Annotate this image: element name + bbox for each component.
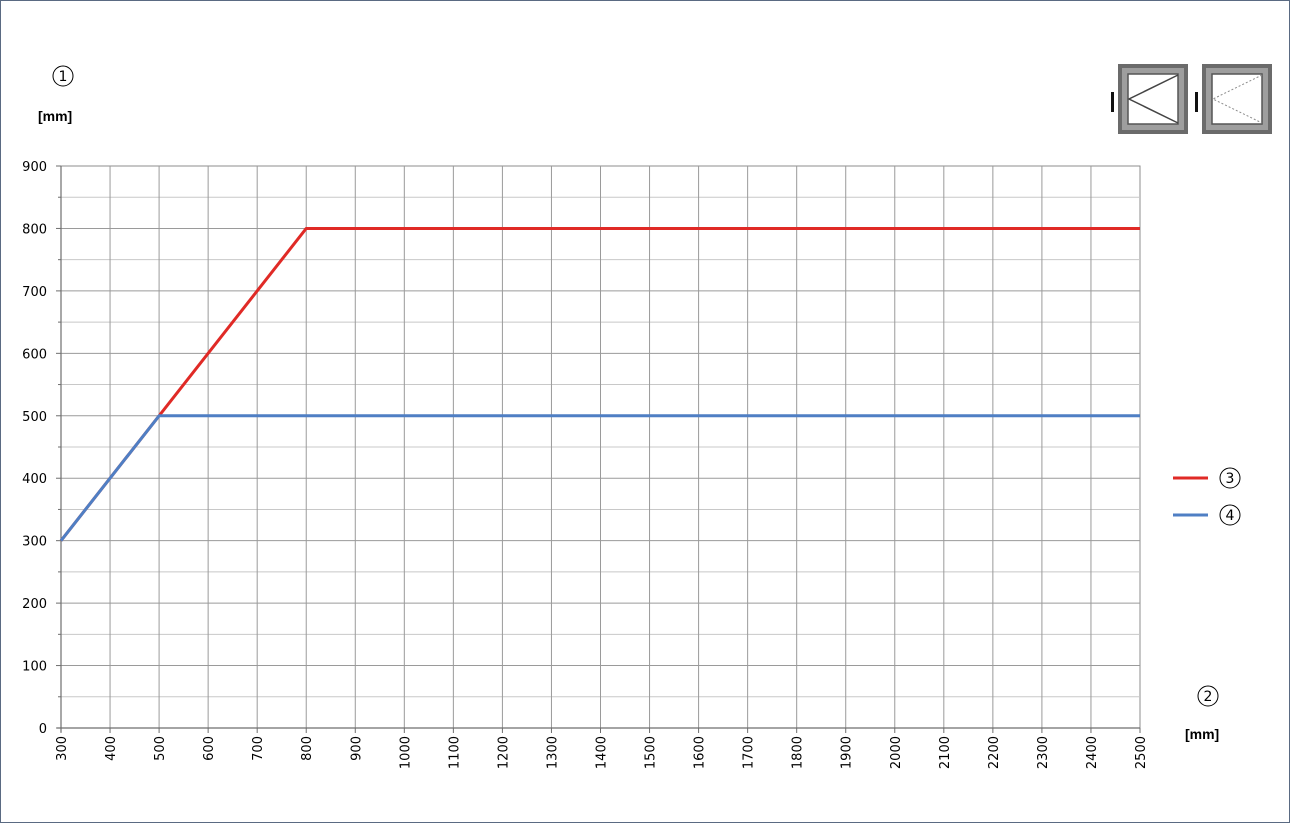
- legend-marker-text: 3: [1226, 471, 1235, 487]
- x-tick-label: 1600: [693, 736, 708, 769]
- y-axis-unit: [mm]: [38, 108, 72, 124]
- x-tick-label: 700: [251, 736, 266, 761]
- x-tick-label: 900: [349, 736, 364, 761]
- y-tick-label: 300: [22, 535, 47, 550]
- y-tick-label: 800: [22, 222, 47, 237]
- y-tick-label: 100: [22, 660, 47, 675]
- window-tilt-turn-right-dashed-icon: [1195, 64, 1272, 134]
- x-tick-label: 1700: [742, 736, 757, 769]
- x-axis-marker-text: 2: [1204, 689, 1213, 705]
- x-tick-label: 600: [202, 736, 217, 761]
- window-tilt-turn-left-icon: [1111, 64, 1188, 134]
- y-tick-label: 500: [22, 410, 47, 425]
- x-tick-label: 1100: [447, 736, 462, 769]
- y-tick-labels: 0 100 200 300 400 500 600 700 800 900: [22, 160, 47, 737]
- x-axis-marker: 2: [1197, 685, 1219, 707]
- x-tick-label: 2500: [1134, 736, 1149, 769]
- y-tick-label: 900: [22, 160, 47, 175]
- x-tick-label: 800: [300, 736, 315, 761]
- y-axis-marker: 1: [52, 65, 74, 87]
- series-line-4: [59, 414, 1140, 542]
- x-tick-label: 2000: [889, 736, 904, 769]
- x-tick-label: 1800: [791, 736, 806, 769]
- x-tick-label: 500: [153, 736, 168, 761]
- legend: 34: [1173, 467, 1241, 526]
- x-tick-label: 2200: [987, 736, 1002, 769]
- x-tick-label: 2400: [1085, 736, 1100, 769]
- x-tick-labels: 300 400 500 600 700 800 900 1000 1100 1200 1300 140…: [55, 736, 1149, 769]
- y-tick-label: 200: [22, 597, 47, 612]
- y-tick-label: 400: [22, 472, 47, 487]
- x-axis-unit: [mm]: [1185, 726, 1219, 742]
- legend-marker-circle: [1219, 467, 1241, 489]
- x-tick-label: 1900: [840, 736, 855, 769]
- grid: [60, 165, 1141, 729]
- series-lines: [59, 226, 1140, 542]
- legend-marker-circle: [1219, 504, 1241, 526]
- x-tick-label: 1000: [398, 736, 413, 769]
- legend-marker-text: 4: [1226, 508, 1235, 524]
- x-tick-label: 2100: [938, 736, 953, 769]
- x-tick-label: 2300: [1036, 736, 1051, 769]
- y-tick-label: 700: [22, 285, 47, 300]
- y-tick-label: 600: [22, 347, 47, 362]
- x-tick-label: 1500: [644, 736, 659, 769]
- x-tick-label: 1300: [545, 736, 560, 769]
- x-tick-label: 1200: [496, 736, 511, 769]
- y-axis-marker-text: 1: [59, 69, 68, 85]
- x-tick-label: 400: [104, 736, 119, 761]
- x-tick-label: 1400: [595, 736, 610, 769]
- axes: [56, 165, 1141, 733]
- y-tick-label: 0: [39, 722, 47, 737]
- x-tick-label: 300: [55, 736, 70, 761]
